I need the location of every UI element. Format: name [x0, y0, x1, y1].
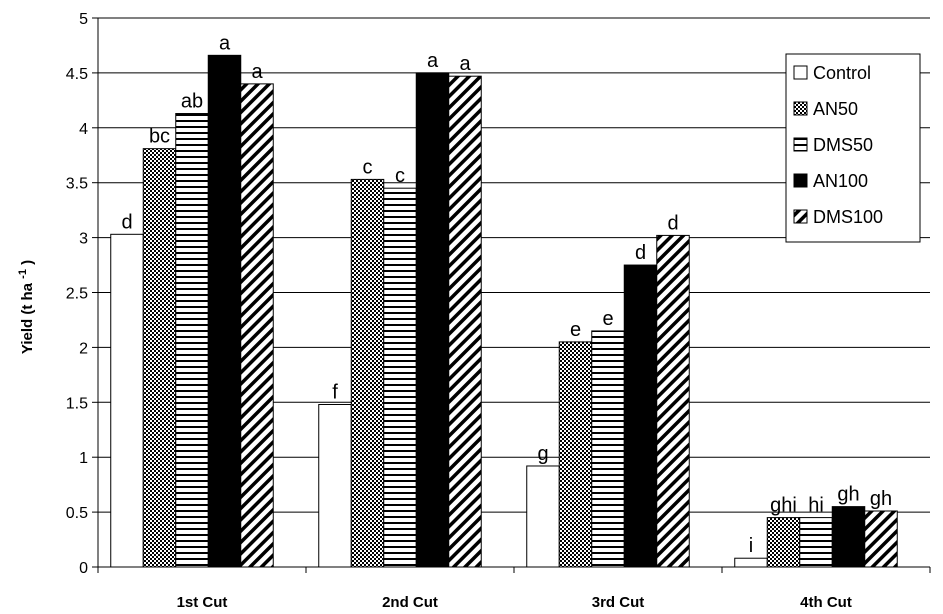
- x-tick-label: 3rd Cut: [592, 594, 645, 611]
- bar: [110, 233, 144, 568]
- data-label: ghi: [770, 495, 797, 517]
- data-label: g: [537, 443, 548, 465]
- y-axis-label-sup: -1: [17, 269, 29, 279]
- bar: [558, 341, 593, 568]
- bar: [142, 148, 177, 568]
- legend-swatch: [793, 101, 808, 116]
- y-tick-label: 2: [79, 340, 88, 357]
- bar: [415, 72, 450, 568]
- bar: [799, 517, 833, 568]
- bar: [318, 403, 352, 568]
- legend-label: AN100: [813, 171, 868, 191]
- bar: [240, 83, 274, 568]
- bar: [766, 517, 801, 568]
- y-tick-label: 1.5: [66, 395, 88, 412]
- bar: [591, 330, 625, 568]
- x-tick-label: 2nd Cut: [382, 594, 438, 611]
- bar: [864, 510, 898, 568]
- bar: [448, 75, 482, 568]
- data-label: ab: [181, 91, 203, 113]
- data-label: d: [667, 212, 678, 234]
- y-tick-label: 4.5: [66, 66, 88, 83]
- data-label: bc: [149, 126, 170, 148]
- y-axis-label: Yield (t ha -1 ): [13, 260, 36, 354]
- y-tick-label: 2.5: [66, 286, 88, 303]
- bar: [383, 187, 417, 568]
- y-tick-label: 1: [79, 450, 88, 467]
- bar: [831, 506, 866, 568]
- legend-label: AN50: [813, 99, 858, 119]
- legend-swatch: [793, 209, 808, 224]
- data-label: e: [602, 308, 613, 330]
- y-tick-label: 3.5: [66, 176, 88, 193]
- data-label: i: [749, 535, 753, 557]
- data-label: a: [219, 32, 231, 54]
- data-label: c: [363, 156, 373, 178]
- data-label: f: [332, 381, 338, 403]
- legend-label: Control: [813, 63, 871, 83]
- legend-label: DMS100: [813, 207, 883, 227]
- data-label: hi: [808, 495, 824, 517]
- y-axis-label-close: ): [19, 260, 36, 265]
- data-label: a: [459, 53, 471, 75]
- data-label: d: [121, 211, 132, 233]
- bar: [734, 557, 768, 568]
- x-tick-label: 4th Cut: [800, 594, 852, 611]
- data-label: a: [427, 50, 439, 72]
- legend-box: [785, 53, 921, 243]
- data-label: e: [570, 319, 581, 341]
- y-tick-label: 3: [79, 231, 88, 248]
- legend-swatch: [793, 173, 808, 188]
- bar: [623, 264, 658, 568]
- legend-label: DMS50: [813, 135, 873, 155]
- axes: 0 0.5 1 1.5 2 2.5 3 3.5 4 4.5 5 1st Cut 2nd Cut 3rd C…: [66, 11, 931, 611]
- bar: [656, 234, 690, 568]
- legend-swatch: [793, 65, 808, 80]
- bar: [207, 54, 242, 568]
- data-label: a: [251, 61, 263, 83]
- legend: Control AN50 DMS50 AN100 DMS100: [785, 53, 921, 243]
- y-tick-label: 0.5: [66, 505, 88, 522]
- data-label: gh: [870, 488, 892, 510]
- x-tick-label: 1st Cut: [177, 594, 228, 611]
- legend-swatch: [793, 137, 808, 152]
- data-label: d: [635, 242, 646, 264]
- y-axis-label-text: Yield (t ha: [19, 282, 36, 354]
- y-tick-label: 5: [79, 11, 88, 28]
- bar: [350, 178, 385, 568]
- bar: [526, 465, 560, 568]
- data-label: c: [395, 165, 405, 187]
- y-tick-label: 4: [79, 121, 88, 138]
- y-tick-label: 0: [79, 560, 88, 577]
- data-label: gh: [837, 484, 859, 506]
- bars: [110, 54, 898, 568]
- bar: [175, 113, 209, 568]
